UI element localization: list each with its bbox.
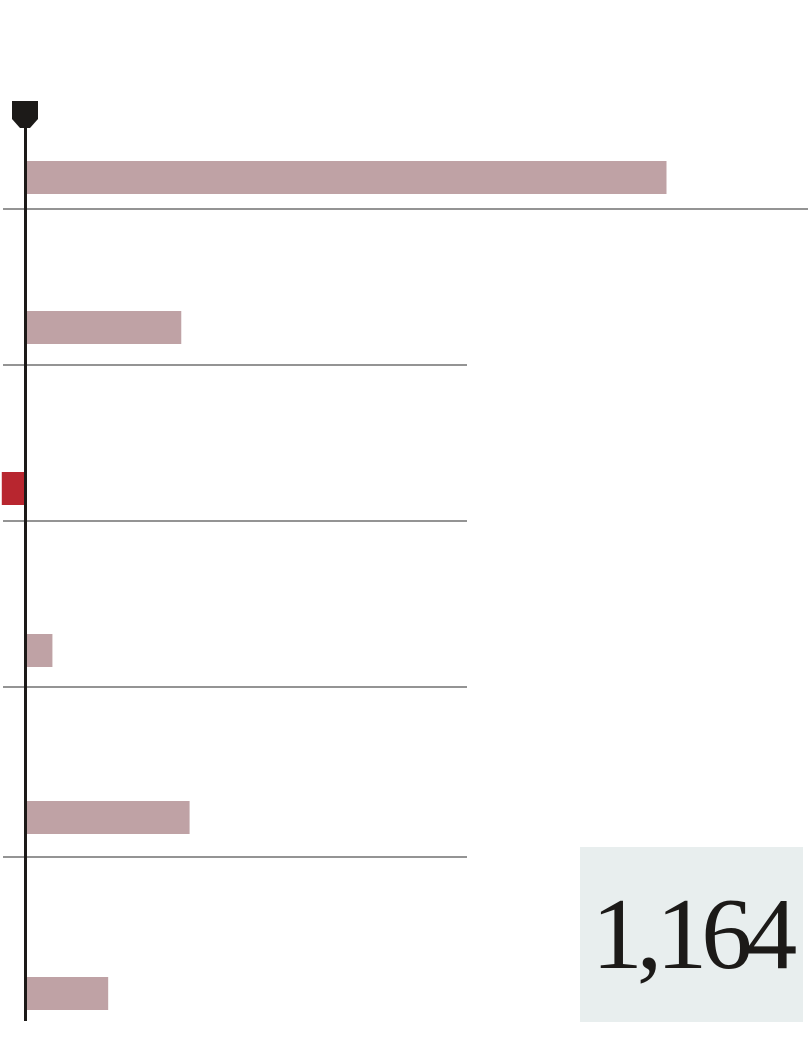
stat-value: 1,164: [591, 877, 797, 991]
bar: [25, 311, 182, 344]
bar: [1, 472, 26, 505]
axis-marker-icon: [12, 101, 38, 128]
bar: [25, 161, 667, 194]
bar: [25, 634, 53, 667]
bar: [25, 801, 190, 834]
stat-box: 1,164: [580, 847, 803, 1022]
bar: [25, 977, 109, 1010]
